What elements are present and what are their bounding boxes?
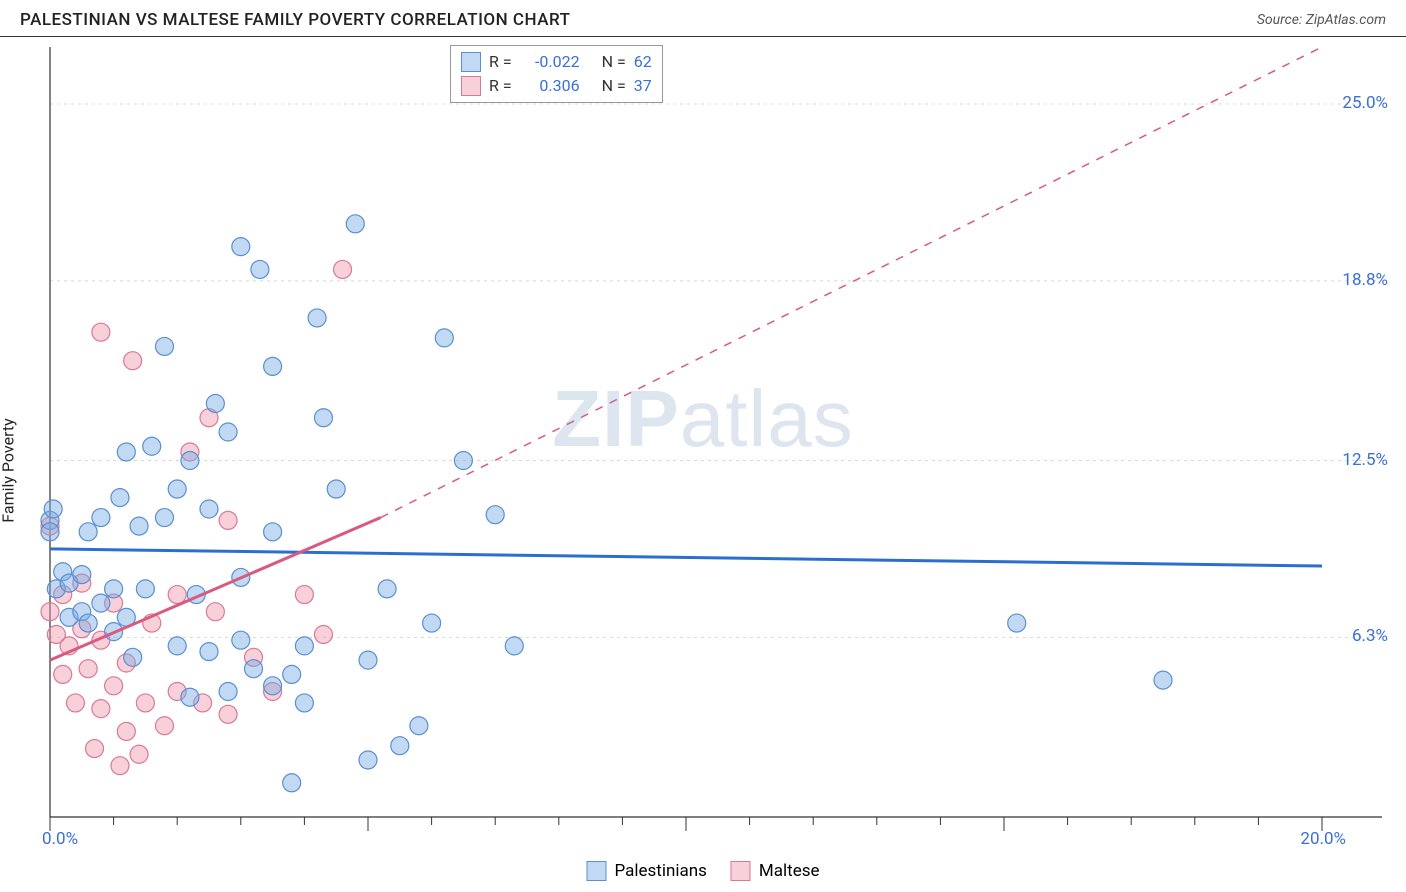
legend-swatch xyxy=(461,52,481,72)
scatter-point-palestinians xyxy=(346,215,364,233)
scatter-point-palestinians xyxy=(111,489,129,507)
scatter-point-maltese xyxy=(86,740,104,758)
scatter-point-palestinians xyxy=(264,523,282,541)
scatter-point-palestinians xyxy=(264,677,282,695)
y-tick-label: 6.3% xyxy=(1352,626,1388,646)
scatter-point-maltese xyxy=(92,323,110,341)
scatter-point-palestinians xyxy=(155,337,173,355)
scatter-point-palestinians xyxy=(486,506,504,524)
scatter-point-maltese xyxy=(168,586,186,604)
scatter-point-palestinians xyxy=(359,751,377,769)
scatter-point-palestinians xyxy=(105,580,123,598)
scatter-point-palestinians xyxy=(92,509,110,527)
scatter-point-palestinians xyxy=(423,614,441,632)
scatter-point-palestinians xyxy=(219,683,237,701)
scatter-point-palestinians xyxy=(232,238,250,256)
scatter-point-palestinians xyxy=(359,651,377,669)
scatter-point-palestinians xyxy=(391,737,409,755)
scatter-point-maltese xyxy=(124,352,142,370)
scatter-point-palestinians xyxy=(264,357,282,375)
scatter-point-palestinians xyxy=(219,423,237,441)
series-legend: Palestinians Maltese xyxy=(586,861,819,881)
scatter-point-maltese xyxy=(41,603,59,621)
scatter-point-palestinians xyxy=(124,648,142,666)
legend-series-item: Palestinians xyxy=(586,861,706,881)
scatter-point-palestinians xyxy=(92,594,110,612)
scatter-plot-svg xyxy=(0,37,1406,857)
legend-correlation-row: R =-0.022N =62 xyxy=(461,50,652,74)
scatter-point-maltese xyxy=(117,722,135,740)
scatter-point-palestinians xyxy=(410,717,428,735)
legend-swatch xyxy=(461,76,481,96)
scatter-point-palestinians xyxy=(378,580,396,598)
scatter-point-maltese xyxy=(92,700,110,718)
scatter-point-palestinians xyxy=(143,437,161,455)
scatter-point-palestinians xyxy=(308,309,326,327)
trendline-maltese-extrapolated xyxy=(381,47,1322,518)
legend-swatch xyxy=(586,861,606,881)
scatter-point-palestinians xyxy=(454,452,472,470)
y-axis-label: Family Poverty xyxy=(0,418,18,522)
scatter-point-palestinians xyxy=(79,523,97,541)
scatter-point-maltese xyxy=(130,745,148,763)
y-tick-label: 12.5% xyxy=(1342,450,1388,470)
scatter-point-palestinians xyxy=(295,694,313,712)
scatter-point-palestinians xyxy=(206,394,224,412)
scatter-point-maltese xyxy=(79,660,97,678)
legend-series-item: Maltese xyxy=(731,861,820,881)
scatter-point-palestinians xyxy=(283,665,301,683)
scatter-point-palestinians xyxy=(44,500,62,518)
x-axis-min-label: 0.0% xyxy=(42,829,78,849)
scatter-point-maltese xyxy=(314,625,332,643)
scatter-point-palestinians xyxy=(1008,614,1026,632)
scatter-point-palestinians xyxy=(314,409,332,427)
scatter-point-palestinians xyxy=(435,329,453,347)
scatter-point-palestinians xyxy=(168,480,186,498)
scatter-point-palestinians xyxy=(295,637,313,655)
trendline-palestinians xyxy=(50,549,1322,566)
scatter-point-maltese xyxy=(334,260,352,278)
scatter-point-palestinians xyxy=(136,580,154,598)
scatter-point-palestinians xyxy=(73,566,91,584)
legend-swatch xyxy=(731,861,751,881)
y-tick-label: 25.0% xyxy=(1342,93,1388,113)
scatter-point-palestinians xyxy=(200,500,218,518)
y-tick-label: 18.8% xyxy=(1342,270,1388,290)
scatter-point-palestinians xyxy=(117,443,135,461)
scatter-point-maltese xyxy=(206,603,224,621)
scatter-point-maltese xyxy=(295,586,313,604)
scatter-point-palestinians xyxy=(327,480,345,498)
scatter-point-maltese xyxy=(111,757,129,775)
legend-correlation-row: R =0.306N =37 xyxy=(461,74,652,98)
correlation-legend: R =-0.022N =62R =0.306N =37 xyxy=(450,45,663,103)
scatter-point-palestinians xyxy=(1154,671,1172,689)
scatter-point-palestinians xyxy=(200,643,218,661)
scatter-point-palestinians xyxy=(251,260,269,278)
scatter-point-maltese xyxy=(54,665,72,683)
source-attribution: Source: ZipAtlas.com xyxy=(1257,12,1386,28)
scatter-point-maltese xyxy=(66,694,84,712)
scatter-point-palestinians xyxy=(79,614,97,632)
scatter-point-maltese xyxy=(155,717,173,735)
scatter-point-palestinians xyxy=(130,517,148,535)
chart-title: PALESTINIAN VS MALTESE FAMILY POVERTY CO… xyxy=(20,10,571,30)
scatter-point-maltese xyxy=(219,705,237,723)
scatter-point-palestinians xyxy=(245,660,263,678)
chart-area: Family Poverty ZIPatlas R =-0.022N =62R … xyxy=(0,37,1406,885)
scatter-point-maltese xyxy=(136,694,154,712)
scatter-point-palestinians xyxy=(505,637,523,655)
x-axis-max-label: 20.0% xyxy=(1300,829,1346,849)
scatter-point-maltese xyxy=(219,511,237,529)
scatter-point-palestinians xyxy=(41,523,59,541)
scatter-point-palestinians xyxy=(155,509,173,527)
scatter-point-palestinians xyxy=(181,688,199,706)
scatter-point-maltese xyxy=(105,677,123,695)
scatter-point-palestinians xyxy=(283,774,301,792)
scatter-point-palestinians xyxy=(181,452,199,470)
scatter-point-palestinians xyxy=(168,637,186,655)
scatter-point-palestinians xyxy=(232,631,250,649)
